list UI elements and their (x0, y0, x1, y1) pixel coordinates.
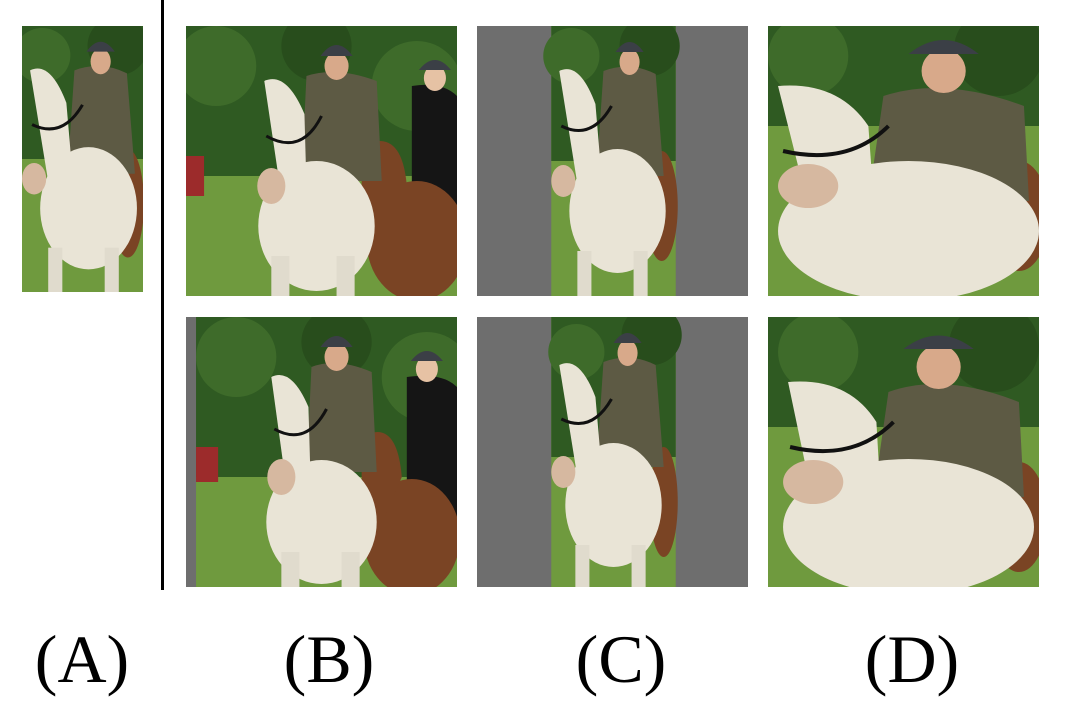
label-c: (C) (575, 621, 667, 697)
padded-crop-c-bottom-image (477, 317, 748, 587)
padded-crop-c-top-image (477, 26, 748, 296)
stretched-crop-d-top-image (768, 26, 1039, 296)
context-crop-b-top-image (186, 26, 457, 296)
label-d: (D) (864, 621, 960, 697)
column-divider (161, 0, 164, 590)
source-crop-image (22, 26, 143, 292)
stretched-crop-d-bottom-image (768, 317, 1039, 587)
label-b: (B) (283, 621, 375, 697)
label-a: (A) (34, 621, 130, 697)
context-crop-b-bottom-image (186, 317, 457, 587)
